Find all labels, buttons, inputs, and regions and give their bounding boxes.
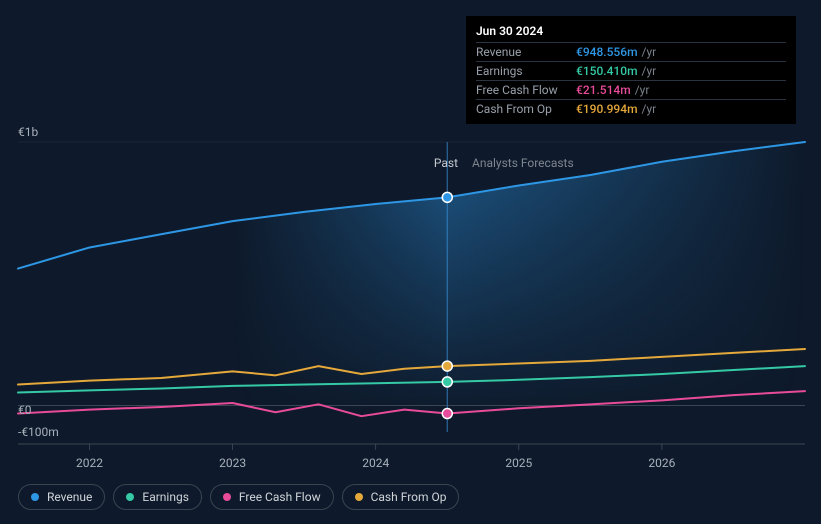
chart-legend: Revenue Earnings Free Cash Flow Cash From O… — [18, 484, 459, 510]
x-axis-label: 2023 — [219, 456, 246, 470]
legend-item-label: Earnings — [142, 490, 189, 504]
legend-item-label: Cash From Op — [371, 490, 447, 504]
legend-item-fcf[interactable]: Free Cash Flow — [210, 484, 334, 510]
section-label-forecast: Analysts Forecasts — [472, 156, 574, 170]
chart-tooltip: Jun 30 2024Revenue€948.556m/yrEarnings€1… — [466, 16, 796, 124]
legend-item-cash_from_op[interactable]: Cash From Op — [342, 484, 460, 510]
tooltip-row-value: €948.556m — [576, 45, 638, 59]
tooltip-title: Jun 30 2024 — [476, 22, 786, 42]
legend-item-earnings[interactable]: Earnings — [113, 484, 202, 510]
tooltip-row-unit: /yr — [642, 64, 657, 78]
tooltip-row-label: Cash From Op — [476, 102, 576, 116]
tooltip-row-unit: /yr — [642, 45, 657, 59]
legend-item-label: Revenue — [47, 490, 92, 504]
legend-swatch-icon — [126, 493, 134, 501]
tooltip-row-label: Earnings — [476, 64, 576, 78]
tooltip-row: Earnings€150.410m/yr — [476, 61, 786, 80]
tooltip-row-unit: /yr — [635, 83, 650, 97]
x-axis-label: 2025 — [505, 456, 532, 470]
tooltip-row-unit: /yr — [642, 102, 657, 116]
tooltip-row: Free Cash Flow€21.514m/yr — [476, 80, 786, 99]
legend-swatch-icon — [223, 493, 231, 501]
tooltip-row: Revenue€948.556m/yr — [476, 42, 786, 61]
tooltip-row-value: €150.410m — [576, 64, 638, 78]
tooltip-row-value: €21.514m — [576, 83, 631, 97]
tooltip-row-value: €190.994m — [576, 102, 638, 116]
tooltip-row-label: Free Cash Flow — [476, 83, 576, 97]
legend-swatch-icon — [31, 493, 39, 501]
tooltip-row-label: Revenue — [476, 45, 576, 59]
tooltip-row: Cash From Op€190.994m/yr — [476, 99, 786, 118]
legend-swatch-icon — [355, 493, 363, 501]
x-axis-label: 2024 — [362, 456, 389, 470]
financial-forecast-chart: €1b €0 -€100m 2022 2023 2024 2025 2026 Past Analy… — [0, 0, 821, 524]
section-label-past: Past — [434, 156, 458, 170]
legend-item-label: Free Cash Flow — [239, 490, 321, 504]
legend-item-revenue[interactable]: Revenue — [18, 484, 105, 510]
y-axis-label: -€100m — [18, 425, 59, 439]
x-axis-label: 2022 — [76, 456, 103, 470]
y-axis-label: €1b — [18, 125, 38, 139]
x-axis-label: 2026 — [648, 456, 675, 470]
y-axis-label: €0 — [18, 403, 32, 417]
